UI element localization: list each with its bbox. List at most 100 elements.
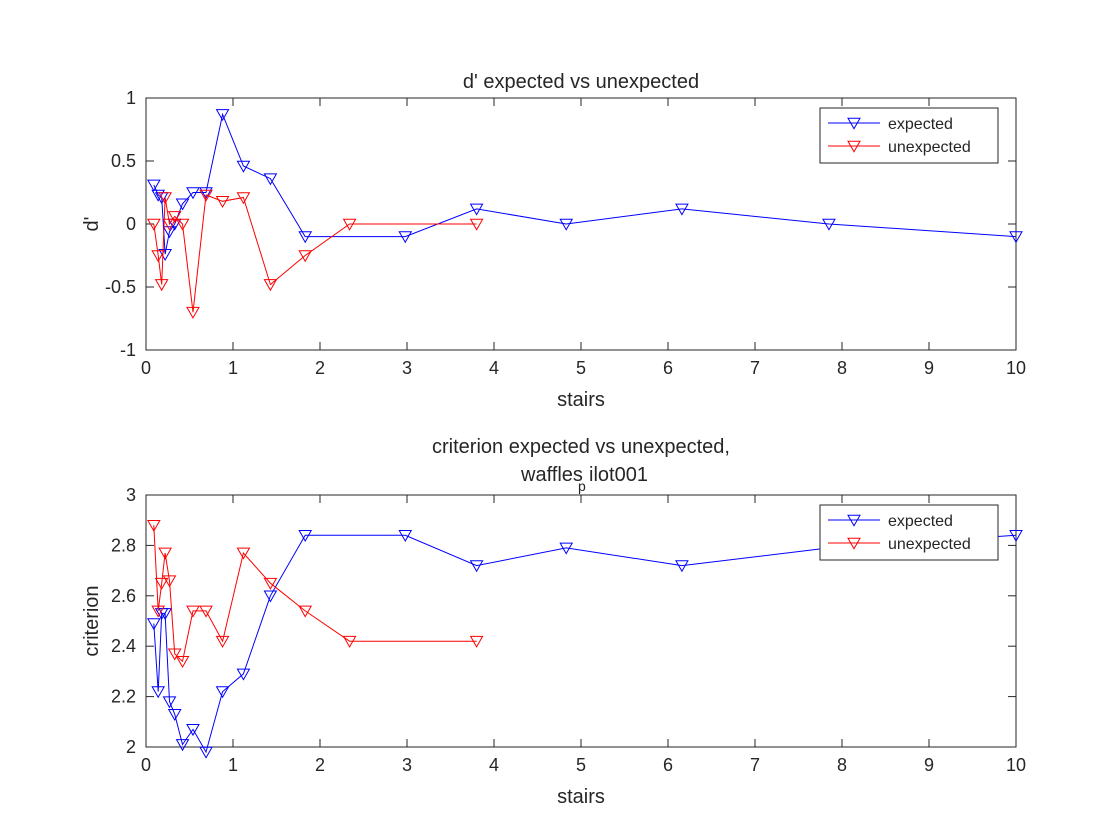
y-tick-label: 1 bbox=[126, 88, 136, 108]
y-axis-label: criterion bbox=[81, 585, 103, 656]
data-point-unexpected bbox=[162, 218, 177, 231]
data-point-expected bbox=[146, 618, 161, 631]
data-point-unexpected bbox=[199, 605, 213, 618]
data-point-expected bbox=[199, 187, 213, 200]
data-point-expected bbox=[146, 179, 161, 192]
series-line-unexpected bbox=[153, 194, 477, 313]
x-tick-label: 5 bbox=[576, 358, 586, 378]
data-point-unexpected bbox=[342, 635, 357, 648]
y-tick-label: 3 bbox=[126, 485, 136, 505]
data-point-unexpected bbox=[154, 279, 169, 292]
data-point-unexpected bbox=[158, 192, 173, 205]
x-tick-label: 2 bbox=[315, 358, 325, 378]
legend-label-unexpected: unexpected bbox=[888, 536, 971, 553]
x-tick-label: 7 bbox=[750, 358, 760, 378]
data-point-expected bbox=[469, 560, 484, 573]
data-point-expected bbox=[675, 560, 689, 573]
chart-title: d' expected vs unexpected bbox=[463, 71, 699, 93]
y-tick-label: 0 bbox=[126, 214, 136, 234]
data-point-unexpected bbox=[158, 547, 173, 560]
data-point-unexpected bbox=[342, 218, 357, 231]
y-tick-label: 2.6 bbox=[111, 586, 136, 606]
x-tick-label: 9 bbox=[924, 358, 934, 378]
data-point-expected bbox=[215, 686, 230, 699]
y-tick-label: 0.5 bbox=[111, 151, 136, 171]
data-point-unexpected bbox=[236, 547, 251, 560]
x-tick-label: 9 bbox=[924, 755, 934, 775]
data-point-unexpected bbox=[151, 250, 166, 263]
data-point-expected bbox=[298, 231, 313, 244]
chart-title-subscript: p bbox=[578, 478, 586, 494]
data-point-unexpected bbox=[263, 279, 278, 292]
data-point-unexpected bbox=[146, 218, 161, 231]
data-point-expected bbox=[175, 198, 190, 211]
x-tick-label: 8 bbox=[837, 755, 847, 775]
legend-marker-expected bbox=[847, 117, 861, 130]
chart-title-line-2a: waffles bbox=[520, 464, 583, 486]
legend-marker-expected bbox=[847, 514, 861, 527]
data-point-unexpected bbox=[236, 192, 251, 205]
data-point-expected bbox=[215, 109, 230, 122]
data-point-unexpected bbox=[199, 189, 213, 202]
data-point-unexpected bbox=[215, 196, 230, 209]
data-point-expected bbox=[675, 203, 689, 216]
legend-box bbox=[819, 107, 999, 164]
x-axis-label: stairs bbox=[557, 786, 605, 808]
y-axis-label: d' bbox=[81, 217, 103, 232]
data-point-expected bbox=[559, 218, 574, 231]
x-tick-label: 0 bbox=[141, 358, 151, 378]
data-point-expected bbox=[175, 739, 190, 752]
legend-marker-unexpected bbox=[847, 140, 861, 153]
data-point-unexpected bbox=[146, 519, 161, 532]
data-point-expected bbox=[199, 746, 213, 759]
data-point-expected bbox=[162, 696, 177, 709]
chart-title-line-1: criterion expected vs unexpected, bbox=[432, 436, 730, 458]
data-point-expected bbox=[151, 686, 166, 699]
data-point-expected bbox=[186, 187, 200, 200]
y-tick-label: 2.8 bbox=[111, 535, 136, 555]
chart-title-line-2b: ilot001 bbox=[589, 464, 648, 486]
x-tick-label: 6 bbox=[663, 755, 673, 775]
data-point-expected bbox=[469, 203, 484, 216]
legend-label-expected: expected bbox=[888, 513, 953, 530]
x-tick-label: 5 bbox=[576, 755, 586, 775]
y-tick-label: -1 bbox=[120, 340, 136, 360]
data-point-unexpected bbox=[215, 635, 230, 648]
x-tick-label: 0 bbox=[141, 755, 151, 775]
data-point-unexpected bbox=[162, 575, 177, 588]
series-line-expected bbox=[153, 112, 1017, 255]
data-point-expected bbox=[1009, 530, 1023, 543]
data-point-expected bbox=[186, 724, 200, 737]
data-point-expected bbox=[1009, 231, 1023, 244]
x-tick-label: 8 bbox=[837, 358, 847, 378]
y-tick-label: 2.4 bbox=[111, 636, 136, 656]
x-tick-label: 6 bbox=[663, 358, 673, 378]
x-tick-label: 7 bbox=[750, 755, 760, 775]
x-axis-label: stairs bbox=[557, 389, 605, 411]
data-point-expected bbox=[559, 542, 574, 555]
x-tick-label: 1 bbox=[228, 755, 238, 775]
y-tick-label: 2 bbox=[126, 737, 136, 757]
data-point-unexpected bbox=[298, 605, 313, 618]
data-point-expected bbox=[167, 708, 182, 721]
x-tick-label: 4 bbox=[489, 755, 499, 775]
x-tick-label: 10 bbox=[1006, 755, 1026, 775]
data-point-expected bbox=[298, 530, 313, 543]
data-point-expected bbox=[158, 608, 173, 621]
data-point-expected bbox=[822, 218, 836, 231]
data-point-expected bbox=[263, 590, 278, 603]
legend-box bbox=[819, 504, 999, 561]
x-tick-label: 2 bbox=[315, 755, 325, 775]
data-point-expected bbox=[263, 173, 278, 186]
data-point-unexpected bbox=[151, 605, 166, 618]
legend-label-unexpected: unexpected bbox=[888, 139, 971, 156]
x-tick-label: 4 bbox=[489, 358, 499, 378]
data-point-unexpected bbox=[263, 577, 278, 590]
data-point-unexpected bbox=[167, 648, 182, 661]
dprime-subplot: 0 1 2 3 4 5 6 7 8 9 10 -1 -0.5 0 0.5 1 stairs d' d' expect… bbox=[81, 71, 1026, 411]
data-point-expected bbox=[236, 160, 251, 173]
data-point-expected bbox=[162, 226, 177, 239]
data-point-unexpected bbox=[154, 577, 169, 590]
data-point-expected bbox=[398, 530, 413, 543]
